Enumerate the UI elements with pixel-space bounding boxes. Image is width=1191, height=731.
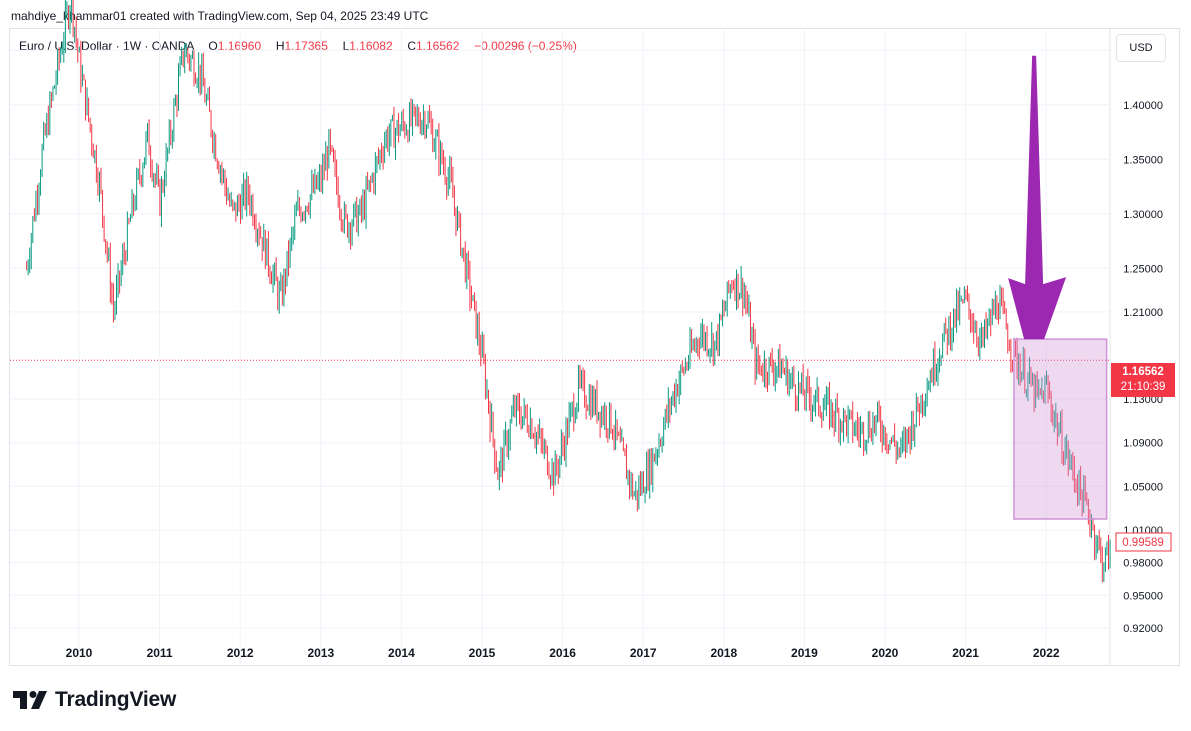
x-tick-label: 2019 [791,646,818,660]
x-tick-label: 2022 [1033,646,1060,660]
close-value: 1.16562 [416,39,460,53]
open-value: 1.16960 [217,39,262,53]
y-tick-label: 0.95000 [1123,590,1163,602]
high-label: H [275,39,285,53]
candlestick-series [26,0,1111,583]
current-price-label: 1.16562 21:10:39 [1111,363,1175,397]
x-tick-label: 2015 [469,646,496,660]
chart-pane[interactable] [9,28,1180,666]
x-tick-label: 2020 [872,646,899,660]
tradingview-logo-icon [13,691,47,709]
close-label: C [407,39,416,53]
low-value: 1.16082 [349,39,393,53]
x-tick-label: 2018 [710,646,737,660]
secondary-price-value: 0.99589 [1122,537,1164,549]
attribution-text: mahdiye_khammar01 created with TradingVi… [11,9,429,23]
y-tick-label: 1.21000 [1123,307,1163,319]
x-tick-label: 2017 [630,646,657,660]
open-label: O [208,39,218,53]
y-tick-label: 1.13000 [1123,394,1163,406]
low-label: L [342,39,350,53]
y-tick-label: 1.09000 [1123,438,1163,450]
x-tick-label: 2012 [227,646,254,660]
highlight-rectangle[interactable] [1013,338,1108,520]
x-tick-label: 2021 [952,646,979,660]
x-tick-label: 2016 [549,646,576,660]
grid-lines [10,28,1110,666]
y-tick-label: 1.05000 [1123,481,1163,493]
x-tick-label: 2013 [307,646,334,660]
currency-button[interactable]: USD [1116,34,1166,62]
x-tick-label: 2014 [388,646,415,660]
x-tick-label: 2011 [147,646,173,660]
brand-name: TradingView [55,688,177,711]
change-value: −0.00296 (−0.25%) [474,39,577,53]
y-tick-label: 1.25000 [1123,263,1163,275]
y-tick-label: 0.98000 [1123,558,1163,570]
price-axis[interactable]: 1.550001.500001.450001.400001.350001.300… [1123,0,1163,635]
y-tick-label: 0.92000 [1123,623,1163,635]
x-tick-label: 2010 [66,646,93,660]
secondary-price-label: 0.99589 [1115,532,1172,552]
y-tick-label: 1.30000 [1123,209,1163,221]
tradingview-logo[interactable]: TradingView [13,687,176,713]
current-price-value: 1.16562 [1122,366,1164,378]
y-tick-label: 1.40000 [1123,100,1163,112]
bar-countdown: 21:10:39 [1121,381,1166,393]
y-tick-label: 1.35000 [1123,154,1163,166]
down-arrow-icon[interactable] [1008,55,1067,340]
high-value: 1.17365 [284,39,328,53]
symbol-legend: Euro / U.S. Dollar · 1W · OANDA O1.16960… [19,39,577,53]
time-axis[interactable]: 2010 2011 2012 2013 2014 2015 2016 2017 2018 2019… [66,646,1060,660]
